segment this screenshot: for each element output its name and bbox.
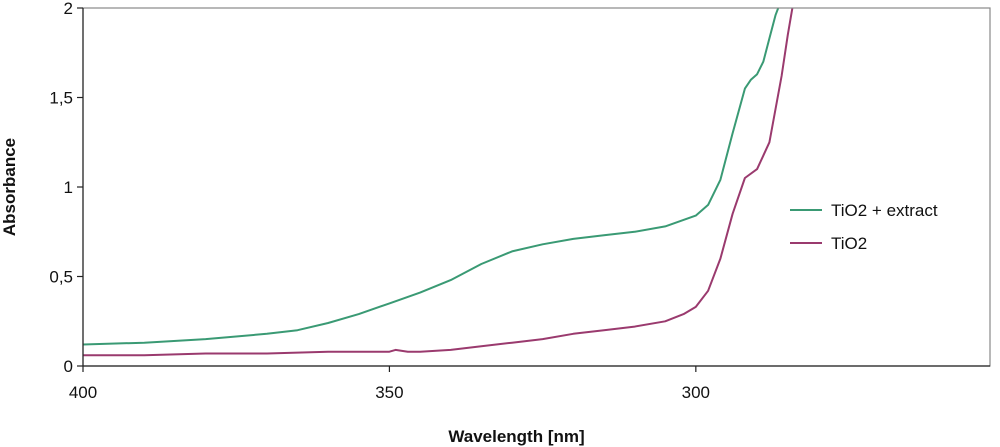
y-tick-label: 2: [64, 0, 73, 18]
series-lines: [83, 8, 794, 357]
series-line-0: [83, 8, 780, 346]
legend-label-tio2-extract: TiO2 + extract: [831, 201, 938, 220]
x-tick-label: 300: [682, 383, 710, 402]
y-axis-title: Absorbance: [0, 138, 19, 236]
y-tick-label: 1: [64, 178, 73, 197]
y-tick-label: 1,5: [49, 89, 73, 108]
y-tick-label: 0: [64, 357, 73, 376]
legend-label-tio2: TiO2: [831, 234, 867, 253]
series-line-1: [83, 8, 794, 357]
x-axis-title: Wavelength [nm]: [448, 427, 584, 446]
plot-area-frame: [82, 7, 991, 367]
y-axis-ticks: 0 0,5 1 1,5 2: [49, 0, 83, 376]
y-tick-label: 0,5: [49, 268, 73, 287]
legend: TiO2 + extract TiO2: [790, 201, 938, 253]
x-axis-ticks: 400 350 300: [69, 366, 710, 402]
x-tick-label: 350: [375, 383, 403, 402]
x-tick-label: 400: [69, 383, 97, 402]
